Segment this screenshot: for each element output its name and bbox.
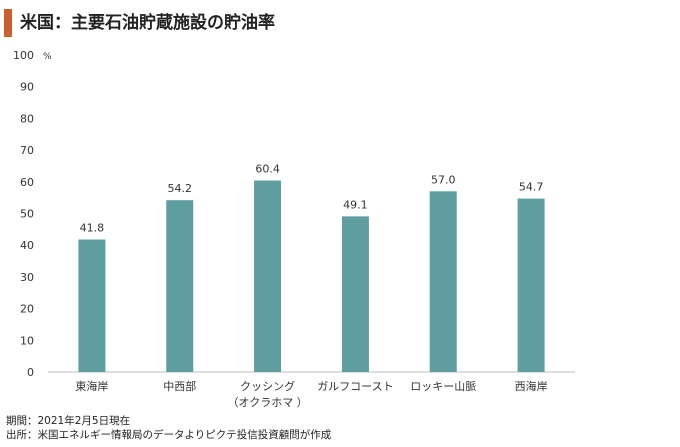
y-tick-label: 100	[13, 49, 34, 62]
x-tick-label: 中西部	[163, 379, 196, 393]
bar	[429, 191, 457, 372]
data-label: 60.4	[255, 163, 280, 176]
y-tick-label: 20	[20, 303, 34, 316]
y-tick-label: 40	[20, 239, 34, 252]
y-tick-label: 90	[20, 81, 34, 94]
footnotes: 期間：2021年2月5日現在 出所：米国エネルギー情報局のデータよりピクテ投信投…	[6, 414, 331, 442]
footnote-source: 出所：米国エネルギー情報局のデータよりピクテ投信投資顧問が作成	[6, 429, 332, 441]
bar	[254, 180, 282, 372]
y-tick-label: 80	[20, 112, 34, 125]
y-tick-label: 30	[20, 271, 34, 284]
x-tick-label: クッシング（オクラホマ ）	[227, 379, 307, 409]
x-tick-label: 西海岸	[515, 379, 548, 393]
y-tick-label: 50	[20, 208, 34, 221]
x-tick-label: ガルフコースト	[317, 380, 393, 393]
data-label: 57.0	[431, 173, 456, 186]
bar	[78, 239, 106, 372]
x-tick-label: 東海岸	[75, 379, 108, 393]
bar	[341, 216, 369, 372]
x-axis-labels: 東海岸 中西部 クッシング（オクラホマ ） ガルフコースト ロッキー山脈 西海岸	[75, 379, 547, 409]
bar	[166, 200, 194, 372]
footnote-period: 期間：2021年2月5日現在	[6, 415, 131, 427]
y-axis-ticks: 0 10 20 30 40 50 60 70 80 90 100	[13, 49, 34, 379]
data-label: 41.8	[80, 221, 105, 234]
x-tick-label: ロッキー山脈	[410, 379, 476, 393]
y-tick-label: 60	[20, 176, 34, 189]
data-label: 54.2	[168, 182, 193, 195]
y-tick-label: 10	[20, 334, 34, 347]
y-tick-label: 0	[27, 366, 34, 379]
data-label: 54.7	[519, 181, 544, 194]
chart-title: 米国：主要石油貯蔵施設の貯油率	[20, 13, 275, 33]
value-labels: 41.8 54.2 60.4 49.1 57.0 54.7	[80, 163, 544, 235]
y-axis-unit: %	[43, 52, 52, 62]
data-label: 49.1	[343, 198, 368, 211]
title-accent-bar	[4, 9, 12, 37]
bar	[517, 198, 545, 372]
bars	[78, 180, 545, 372]
y-tick-label: 70	[20, 144, 34, 157]
